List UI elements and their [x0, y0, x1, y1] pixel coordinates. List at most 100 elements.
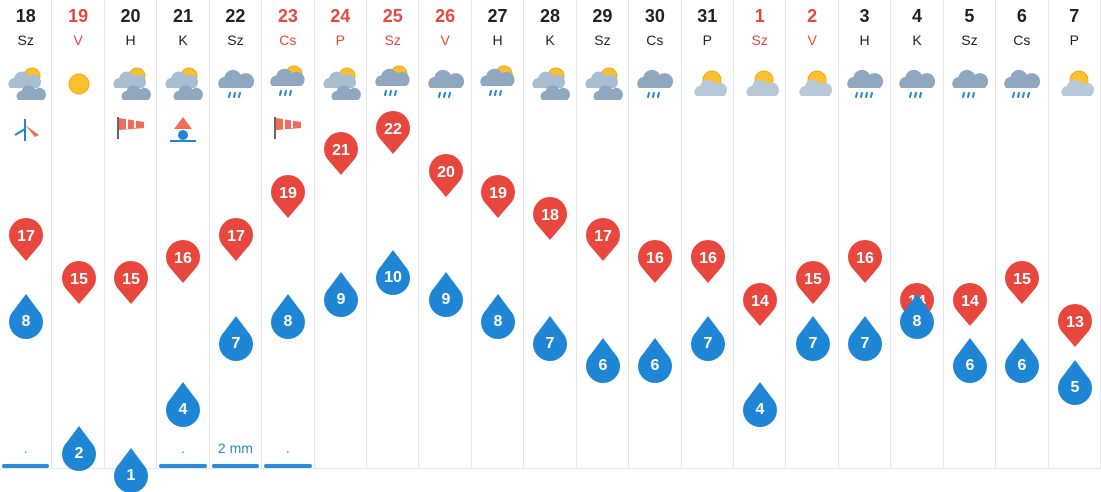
day-column[interactable]: 28 K 18 7 [524, 0, 577, 468]
high-temp-marker: 20 [428, 153, 463, 197]
wind-tower-icon [166, 113, 200, 148]
day-column[interactable]: 7 P 13 5 [1049, 0, 1101, 468]
day-column[interactable]: 6 Cs 15 6 [996, 0, 1049, 468]
high-temp-marker-label: 16 [646, 250, 664, 267]
low-temp-marker: 8 [481, 294, 516, 340]
low-temp-marker-label: 8 [913, 313, 922, 330]
day-abbreviation: Sz [17, 32, 34, 48]
high-temp-marker-label: 20 [437, 164, 455, 181]
rain-cloud-icon [895, 62, 939, 111]
sun-icon [57, 62, 101, 111]
day-number: 3 [859, 6, 870, 26]
precipitation-bar [159, 464, 207, 468]
sun-cloud-icon [738, 62, 782, 111]
precipitation-label: 2 mm [217, 440, 253, 456]
low-temp-marker-label: 7 [808, 335, 817, 352]
day-column[interactable]: 24 P 21 9 [315, 0, 367, 468]
day-column[interactable]: 3 H 16 7 [839, 0, 892, 468]
day-abbreviation: Sz [961, 32, 978, 48]
high-temp-marker-label: 13 [1066, 314, 1084, 331]
high-temp-marker-label: 17 [594, 228, 612, 245]
low-temp-marker: 8 [9, 294, 44, 340]
low-temp-marker-label: 6 [598, 357, 607, 374]
day-number: 24 [330, 6, 351, 26]
windsock-icon [114, 113, 148, 148]
day-number: 23 [277, 6, 298, 26]
rain-partly-cloudy-icon [476, 62, 520, 111]
high-temp-marker: 15 [61, 260, 96, 304]
day-column[interactable]: 2 V 15 7 [786, 0, 839, 468]
day-column[interactable]: 5 Sz 14 6 [944, 0, 997, 468]
precipitation-bar [264, 464, 312, 468]
high-temp-marker-label: 15 [122, 271, 140, 288]
partly-cloudy-icon [161, 62, 205, 111]
day-column[interactable]: 19 V 15 2 [52, 0, 105, 472]
sun-cloud-icon [686, 62, 730, 111]
wind-vane-icon [9, 113, 43, 148]
high-temp-marker-label: 16 [699, 250, 717, 267]
high-temp-marker-label: 16 [175, 250, 193, 267]
day-column[interactable]: 31 P 16 7 [682, 0, 734, 468]
day-abbreviation: V [807, 32, 817, 48]
day-number: 28 [539, 6, 560, 26]
day-column[interactable]: 29 Sz 17 6 [577, 0, 630, 468]
partly-cloudy-icon [581, 62, 625, 111]
day-column[interactable]: 20 H 15 1 [105, 0, 158, 492]
high-temp-marker: 15 [114, 260, 149, 304]
high-temp-marker-label: 19 [279, 185, 297, 202]
low-temp-marker: 10 [376, 250, 411, 296]
low-temp-marker: 4 [743, 382, 778, 428]
high-temp-marker: 14 [952, 282, 987, 326]
low-temp-marker-label: 7 [703, 335, 712, 352]
low-temp-marker-label: 5 [1070, 379, 1079, 396]
day-abbreviation: Cs [1013, 32, 1031, 48]
day-number: 27 [487, 6, 508, 26]
precipitation-label: . [181, 440, 185, 456]
high-temp-marker: 16 [848, 239, 883, 283]
day-abbreviation: V [73, 32, 83, 48]
day-column[interactable]: 4K148 [891, 0, 944, 468]
day-column[interactable]: 1 Sz 14 4 [734, 0, 787, 468]
bottom-divider [0, 468, 1101, 469]
low-temp-marker: 2 [61, 426, 96, 472]
high-temp-marker: 22 [376, 110, 411, 154]
day-number: 30 [644, 6, 665, 26]
high-temp-marker: 17 [218, 217, 253, 261]
low-temp-marker-label: 9 [336, 291, 345, 308]
high-temp-marker: 13 [1057, 303, 1092, 347]
day-number: 26 [435, 6, 456, 26]
sun-cloud-icon [791, 62, 835, 111]
rain-cloud-icon [214, 62, 258, 111]
low-temp-marker: 7 [795, 316, 830, 362]
partly-cloudy-icon [109, 62, 153, 111]
low-temp-marker: 7 [848, 316, 883, 362]
day-number: 29 [592, 6, 613, 26]
day-column[interactable]: 21 K 16 4. [157, 0, 210, 468]
day-column[interactable]: 30 Cs 16 6 [629, 0, 682, 468]
low-temp-marker-label: 2 [74, 445, 83, 462]
high-temp-marker-label: 15 [70, 271, 88, 288]
low-temp-marker-label: 7 [861, 335, 870, 352]
high-temp-marker: 15 [1005, 260, 1040, 304]
high-temp-marker: 19 [271, 174, 306, 218]
low-temp-marker: 6 [585, 338, 620, 384]
windsock-icon [271, 113, 305, 148]
high-temp-marker-label: 15 [1013, 271, 1031, 288]
day-column[interactable]: 26 V 20 9 [419, 0, 472, 468]
high-temp-marker: 18 [533, 196, 568, 240]
rain-partly-cloudy-icon [266, 62, 310, 111]
day-column[interactable]: 27 H 19 8 [472, 0, 525, 468]
day-column[interactable]: 23 Cs 19 8. [262, 0, 315, 468]
day-abbreviation: H [859, 32, 870, 48]
partly-cloudy-icon [4, 62, 48, 111]
partly-cloudy-icon [528, 62, 572, 111]
day-column[interactable]: 25 Sz 22 10 [367, 0, 420, 468]
day-number: 19 [68, 6, 89, 26]
day-column[interactable]: 18 Sz 17 8. [0, 0, 53, 468]
day-abbreviation: K [912, 32, 922, 48]
low-temp-marker: 9 [323, 272, 358, 318]
low-temp-marker: 4 [166, 382, 201, 428]
day-column[interactable]: 22 Sz 17 7 2 mm [210, 0, 263, 468]
low-temp-marker: 8 [271, 294, 306, 340]
